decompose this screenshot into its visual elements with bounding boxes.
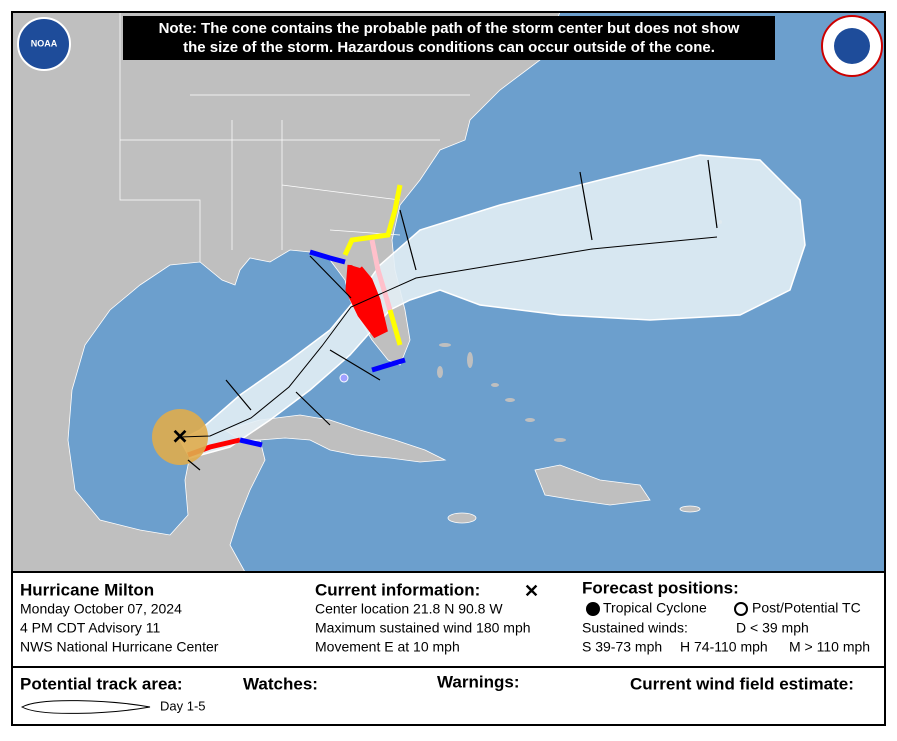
track-symbol (20, 700, 151, 714)
forecast-key: Sustained winds: (582, 620, 688, 636)
state-borders (119, 12, 470, 262)
legend-heading: Potential track area: (20, 674, 183, 693)
storm-center: NWS National Hurricane Center (20, 639, 219, 655)
nws-logo-inner (834, 28, 870, 64)
forecast-key: Post/Potential TC (752, 600, 861, 616)
forecast-key: D < 39 mph (736, 620, 809, 636)
current-position: ✕ (172, 426, 189, 448)
disturbance (339, 373, 349, 383)
track-line (179, 236, 718, 438)
puerto-rico (679, 505, 701, 513)
storm-date: Monday October 07, 2024 (20, 601, 182, 617)
note-box (123, 16, 775, 60)
current-line: Maximum sustained wind 180 mph (315, 620, 531, 636)
current-symbol: ✕ (524, 581, 539, 601)
current-heading: Current information: (315, 580, 480, 599)
current-line: Movement E at 10 mph (315, 639, 460, 655)
hispaniola (534, 464, 651, 506)
map: ✕ Note: The cone contains the probable p… (11, 11, 886, 573)
panel-frame (11, 571, 886, 726)
noaa-logo-text: NOAA (31, 38, 58, 48)
legend-heading: Watches: (243, 674, 318, 693)
forecast-key: M > 110 mph (789, 639, 870, 655)
tc-symbol (586, 602, 600, 616)
storm-advisory: 4 PM CDT Advisory 11 (20, 620, 161, 636)
storm-name: Hurricane Milton (20, 580, 154, 599)
forecast-key: S 39-73 mph (582, 639, 662, 655)
current-line: Center location 21.8 N 90.8 W (315, 601, 503, 617)
cuba (224, 414, 447, 463)
legend-heading: Current wind field estimate: (630, 674, 854, 693)
jamaica (447, 512, 477, 524)
info-panel: Hurricane Milton Monday October 07, 2024… (11, 571, 886, 726)
bahamas (437, 343, 566, 442)
noaa-logo (17, 17, 71, 71)
forecast-cone (178, 154, 806, 459)
post-tc-symbol (734, 602, 748, 616)
forecast-heading: Forecast positions: (582, 578, 739, 597)
leader-lines (187, 159, 718, 471)
note-line: Note: The cone contains the probable pat… (159, 20, 740, 37)
note-line: the size of the storm. Hazardous conditi… (183, 39, 715, 56)
forecast-key: H 74-110 mph (680, 639, 768, 655)
forecast-key: Tropical Cyclone (603, 600, 707, 616)
legend-heading: Warnings: (437, 672, 519, 691)
legend-key: Day 1-5 (160, 698, 206, 713)
